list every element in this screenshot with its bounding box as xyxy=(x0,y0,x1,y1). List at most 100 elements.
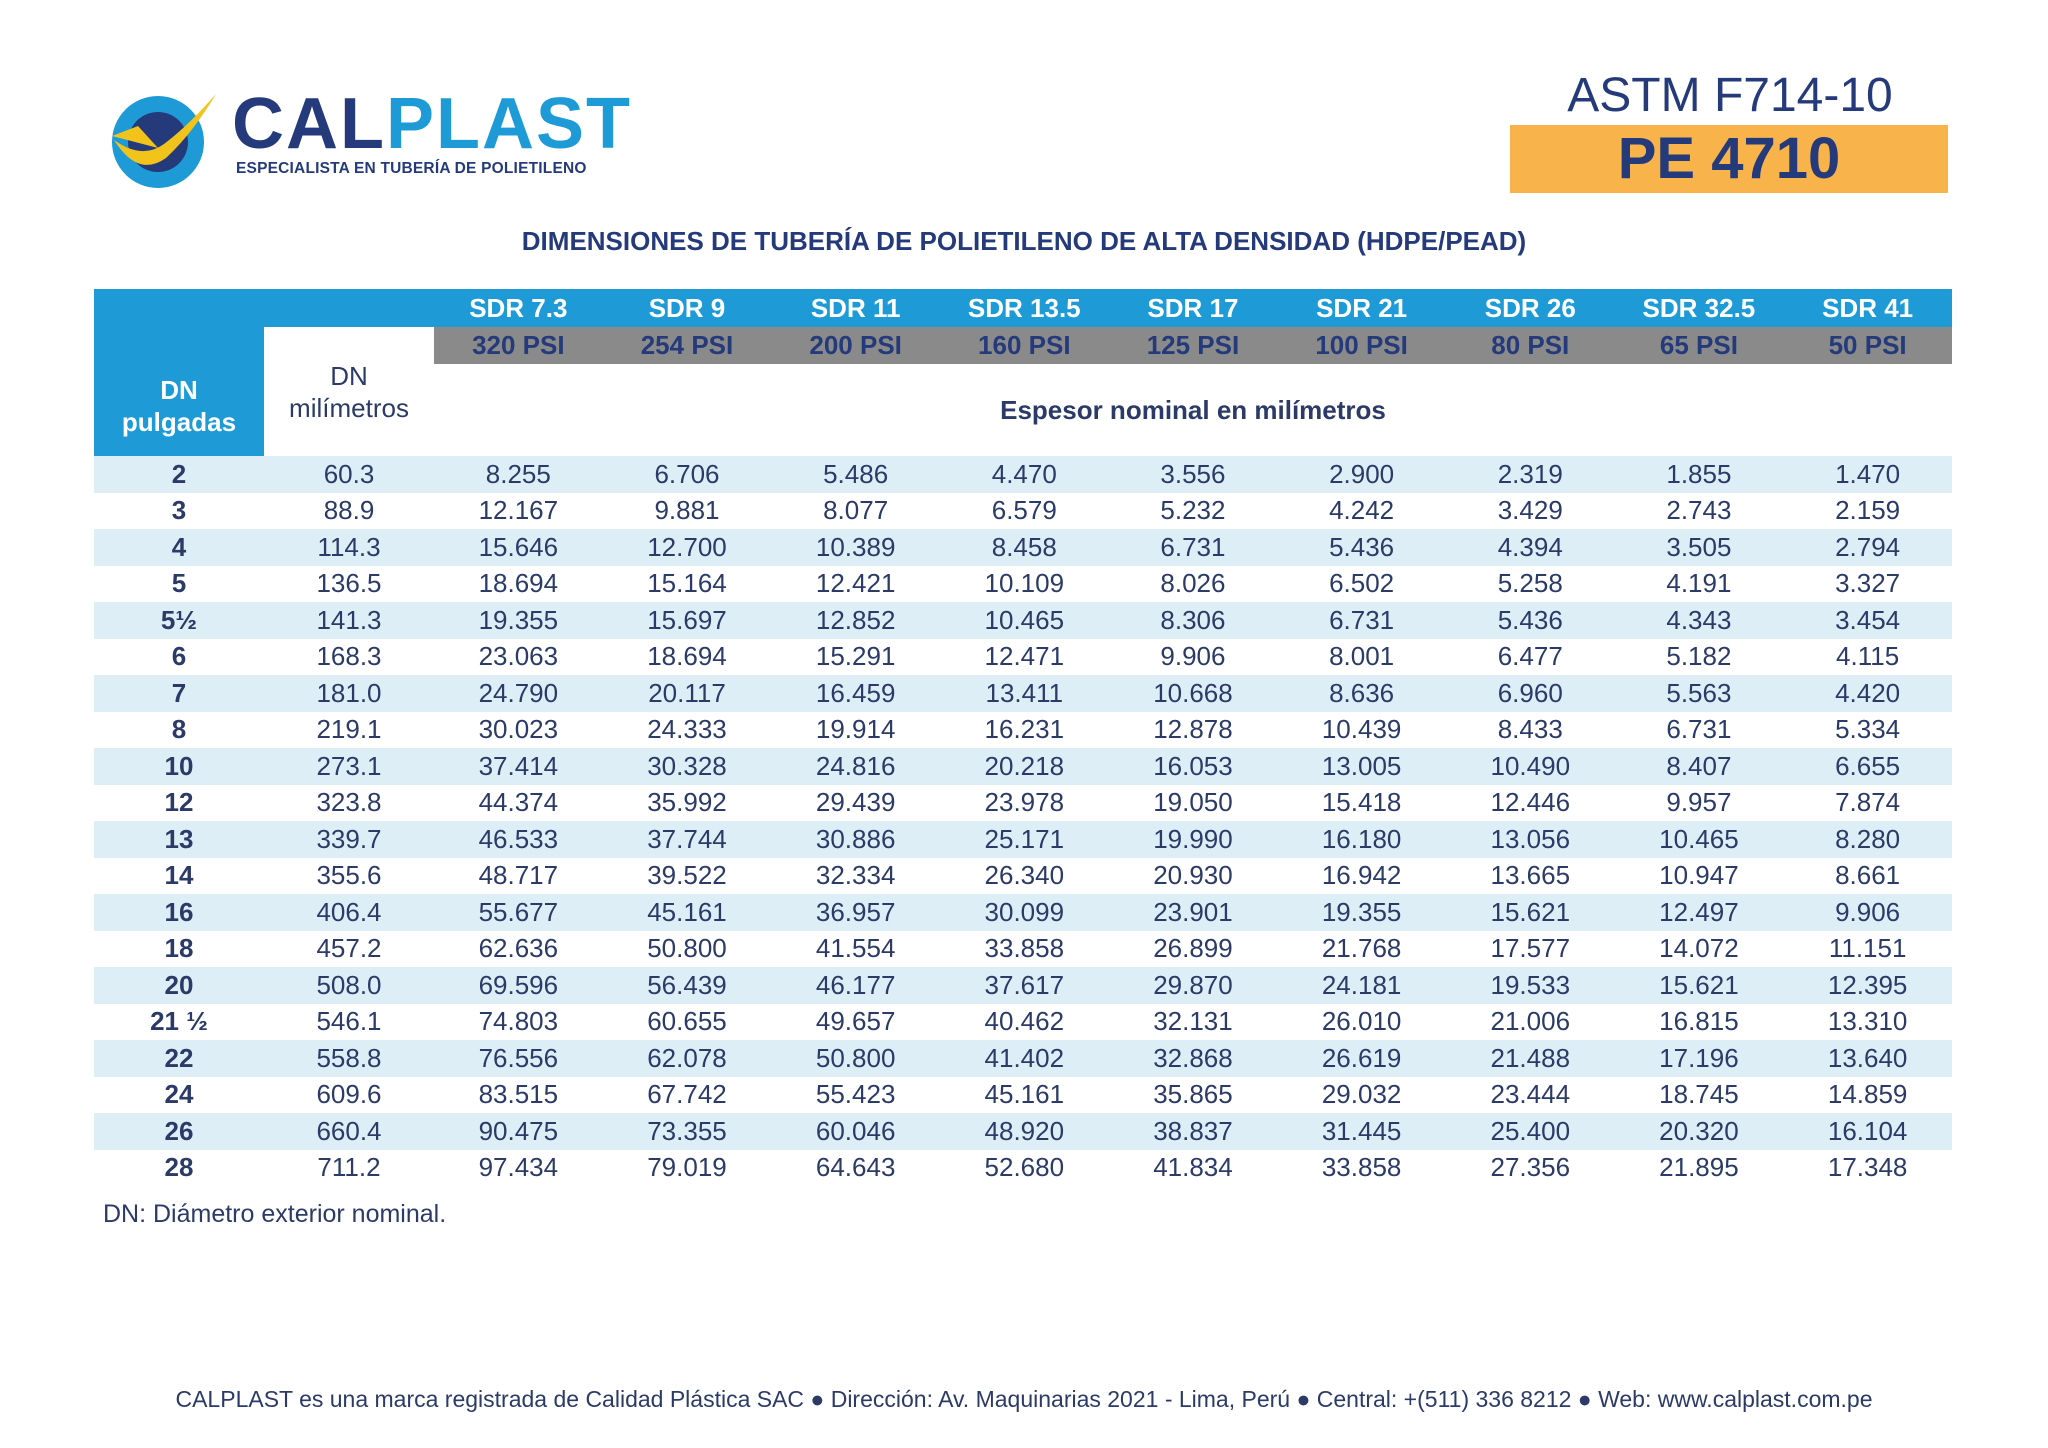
footnote: DN: Diámetro exterior nominal. xyxy=(103,1200,447,1228)
thickness-cell: 9.906 xyxy=(1783,894,1952,931)
thickness-cell: 29.439 xyxy=(815,787,896,818)
thickness-cell: 8.280 xyxy=(1783,821,1952,858)
thickness-cell: 18.694 xyxy=(478,568,559,599)
thickness-cell: 64.643 xyxy=(815,1152,896,1183)
thickness-cell: 13.411 xyxy=(939,675,1109,712)
thickness-cell: 9.881 xyxy=(654,495,720,526)
thickness-cell: 41.402 xyxy=(939,1040,1109,1077)
table-row: 28 711.2 97.434 79.019 64.643 52.680 41.834 33.… xyxy=(94,1150,1952,1187)
thickness-cell: 38.837 xyxy=(1108,1113,1278,1150)
table-row: 5½ 141.3 19.355 15.697 12.852 10.465 8.306 6.73… xyxy=(94,602,1952,639)
thickness-cell: 11.151 xyxy=(1828,933,1907,964)
thickness-cell: 15.418 xyxy=(1321,787,1402,818)
thickness-cell: 39.522 xyxy=(647,860,727,891)
thickness-cell: 4.115 xyxy=(1836,641,1900,672)
thickness-cell: 23.901 xyxy=(1108,894,1278,931)
thickness-cell: 13.005 xyxy=(1277,748,1446,785)
thickness-cell: 1.470 xyxy=(1783,456,1952,493)
thickness-cell: 5.563 xyxy=(1614,675,1784,712)
dn-inches-cell: 18 xyxy=(164,933,194,964)
thickness-cell: 15.621 xyxy=(1614,967,1784,1004)
table-row: 5 136.5 18.694 15.164 12.421 10.109 8.026 6.502… xyxy=(94,566,1952,603)
thickness-cell: 27.356 xyxy=(1490,1152,1571,1183)
dn-mm-cell: 181.0 xyxy=(264,675,434,712)
thickness-cell: 15.646 xyxy=(434,529,603,566)
thickness-cell: 23.444 xyxy=(1490,1079,1571,1110)
thickness-cell: 10.465 xyxy=(939,602,1109,639)
psi-header-cell: 160 PSI xyxy=(939,327,1109,364)
dn-inches-cell: 20 xyxy=(94,967,264,1004)
logo-mark-icon xyxy=(112,94,216,188)
thickness-cell: 74.803 xyxy=(478,1006,559,1037)
thickness-cell: 2.319 xyxy=(1445,456,1615,493)
dn-mm-cell: 546.1 xyxy=(316,1006,382,1037)
thickness-cell: 83.515 xyxy=(478,1079,559,1110)
thickness-cell: 26.619 xyxy=(1277,1040,1446,1077)
dn-inches-cell: 7 xyxy=(94,675,264,712)
thickness-cell: 73.355 xyxy=(602,1113,772,1150)
sdr-header-cell: SDR 9 xyxy=(602,289,772,327)
table-row: 13 339.7 46.533 37.744 30.886 25.171 19.990 16.… xyxy=(94,821,1952,858)
psi-header-cell: 254 PSI xyxy=(602,327,772,364)
dn-inches-cell: 5 xyxy=(171,568,187,599)
thickness-cell: 5.232 xyxy=(1160,495,1226,526)
thickness-cell: 41.834 xyxy=(1153,1152,1233,1183)
thickness-cell: 5.436 xyxy=(1277,529,1446,566)
thickness-cell: 4.470 xyxy=(939,456,1109,493)
thickness-cell: 9.906 xyxy=(1160,641,1226,672)
table-row: 12 323.8 44.374 35.992 29.439 23.978 19.050 15.… xyxy=(94,785,1952,822)
thickness-cell: 12.471 xyxy=(984,641,1065,672)
thickness-cell: 16.942 xyxy=(1321,860,1402,891)
thickness-cell: 62.636 xyxy=(478,933,559,964)
sdr-header-cell: SDR 32.5 xyxy=(1614,289,1784,327)
thickness-cell: 79.019 xyxy=(647,1152,727,1183)
thickness-cell: 62.078 xyxy=(602,1040,772,1077)
thickness-cell: 33.858 xyxy=(984,933,1065,964)
thickness-cell: 29.032 xyxy=(1321,1079,1402,1110)
thickness-cell: 67.742 xyxy=(647,1079,727,1110)
thickness-cell: 49.657 xyxy=(815,1006,896,1037)
dn-mm-cell: 660.4 xyxy=(264,1113,434,1150)
table-row: 2 60.3 8.255 6.706 5.486 4.470 3.556 2.900 2.319… xyxy=(94,456,1952,493)
sdr-header-cell: SDR 41 xyxy=(1783,289,1952,327)
thickness-cell: 21.488 xyxy=(1445,1040,1615,1077)
thickness-cell: 10.389 xyxy=(771,529,940,566)
table-row: 14 355.6 48.717 39.522 32.334 26.340 20.930 16.… xyxy=(94,858,1952,895)
thickness-cell: 12.167 xyxy=(478,495,559,526)
thickness-cell: 9.957 xyxy=(1666,787,1732,818)
sdr-header-cell: SDR 17 xyxy=(1108,289,1278,327)
thickness-cell: 5.182 xyxy=(1666,641,1732,672)
thickness-cell: 6.960 xyxy=(1445,675,1615,712)
thickness-cell: 30.886 xyxy=(771,821,940,858)
header-spacer xyxy=(264,289,434,327)
thickness-cell: 4.191 xyxy=(1666,568,1732,599)
thickness-cell: 29.870 xyxy=(1108,967,1278,1004)
thickness-cell: 15.291 xyxy=(815,641,896,672)
thickness-cell: 4.394 xyxy=(1445,529,1615,566)
dn-mm-cell: 323.8 xyxy=(316,787,382,818)
thickness-cell: 36.957 xyxy=(771,894,940,931)
thickness-cell: 12.395 xyxy=(1783,967,1952,1004)
dn-mm-cell: 141.3 xyxy=(264,602,434,639)
thickness-cell: 14.859 xyxy=(1827,1079,1908,1110)
thickness-cell: 20.218 xyxy=(939,748,1109,785)
dn-mm-cell: 609.6 xyxy=(316,1079,382,1110)
dn-inches-cell: 6 xyxy=(171,641,187,672)
thickness-cell: 15.164 xyxy=(647,568,727,599)
thickness-cell: 12.497 xyxy=(1614,894,1784,931)
thickness-cell: 20.320 xyxy=(1614,1113,1784,1150)
dn-mm-cell: 136.5 xyxy=(316,568,382,599)
dn-inches-header: DN pulgadas xyxy=(94,289,264,456)
sdr-header-cell: SDR 13.5 xyxy=(939,289,1109,327)
dn-mm-cell: 339.7 xyxy=(264,821,434,858)
thickness-cell: 13.056 xyxy=(1445,821,1615,858)
table-row: 26 660.4 90.475 73.355 60.046 48.920 38.837 31.… xyxy=(94,1113,1952,1150)
thickness-cell: 32.334 xyxy=(815,860,896,891)
thickness-cell: 10.109 xyxy=(984,568,1065,599)
thickness-cell: 15.697 xyxy=(602,602,772,639)
thickness-cell: 18.694 xyxy=(647,641,727,672)
thickness-cell: 97.434 xyxy=(478,1152,559,1183)
table-row: 22 558.8 76.556 62.078 50.800 41.402 32.868 26.… xyxy=(94,1040,1952,1077)
thickness-cell: 4.343 xyxy=(1614,602,1784,639)
thickness-cell: 20.117 xyxy=(602,675,772,712)
